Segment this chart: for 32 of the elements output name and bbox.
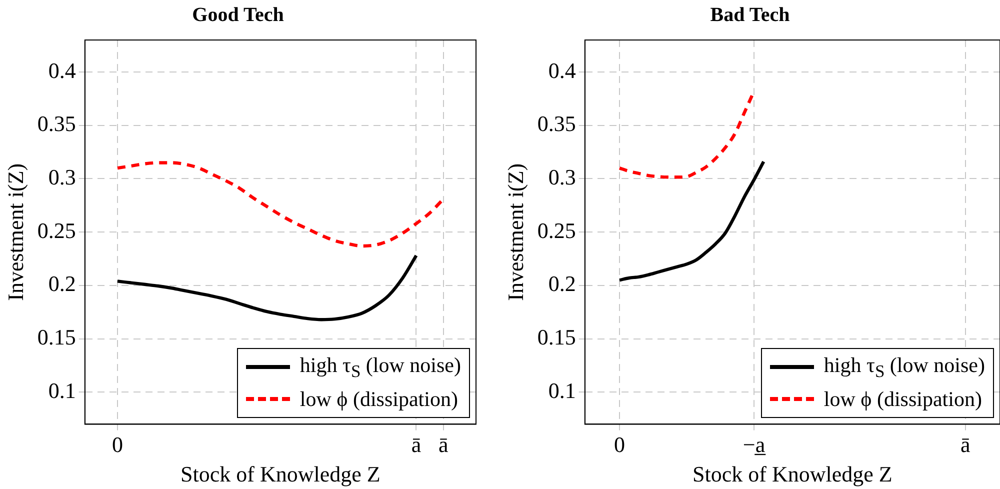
- x-axis-title: Stock of Knowledge Z: [692, 462, 892, 487]
- y-tick-label: 0.1: [48, 378, 76, 403]
- x-tick-label: ā: [438, 432, 449, 458]
- x-tick-label: 0: [614, 432, 625, 458]
- legend-label: low ϕ (dissipation): [300, 386, 458, 412]
- y-tick-label: 0.35: [537, 111, 576, 136]
- line-series: [618, 160, 766, 282]
- y-axis-title: Investment i(Z): [2, 163, 28, 301]
- y-tick-label: 0.25: [537, 218, 576, 243]
- line-series: [116, 254, 418, 322]
- y-tick-label: 0.15: [37, 324, 76, 350]
- y-tick-label: 0.15: [537, 324, 576, 350]
- y-tick-label: 0.25: [37, 218, 76, 243]
- x-tick-label: 0: [112, 432, 123, 458]
- chart-title: Bad Tech: [710, 4, 790, 26]
- legend-label: low ϕ (dissipation): [824, 386, 982, 412]
- y-tick-label: 0.2: [548, 271, 576, 296]
- y-axis-title: Investment i(Z): [502, 163, 528, 301]
- x-tick-label: ā: [411, 432, 422, 458]
- legend-label: high τ$_{S}$ (low noise): [300, 352, 461, 382]
- x-axis-title: Stock of Knowledge Z: [180, 462, 380, 487]
- y-tick-label: 0.3: [48, 164, 76, 190]
- x-tick-label: −a̲: [742, 432, 766, 458]
- y-tick-label: 0.1: [548, 378, 576, 403]
- y-tick-label: 0.4: [48, 58, 76, 83]
- chart-title: Good Tech: [192, 4, 284, 26]
- legend-label: high τ$_{S}$ (low noise): [824, 352, 985, 382]
- y-tick-label: 0.35: [37, 111, 76, 136]
- x-tick-label: ā: [960, 432, 971, 458]
- y-tick-label: 0.3: [548, 164, 576, 190]
- y-tick-label: 0.4: [548, 58, 576, 83]
- y-tick-label: 0.2: [48, 271, 76, 296]
